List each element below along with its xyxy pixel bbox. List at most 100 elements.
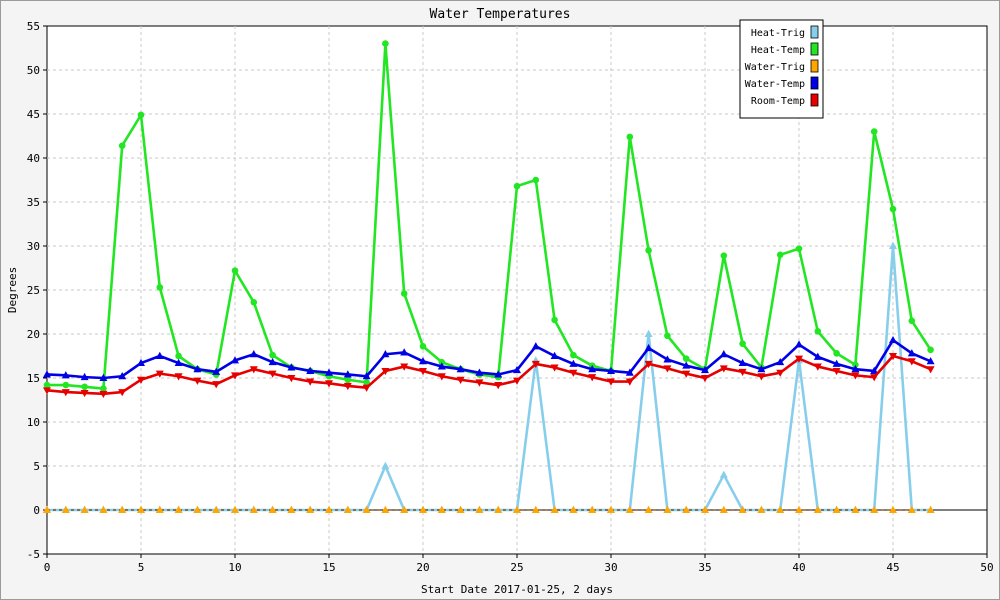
data-point: [719, 470, 728, 478]
data-point: [249, 366, 258, 374]
x-tick-label: 10: [228, 561, 241, 574]
data-point: [43, 381, 51, 389]
data-point: [663, 355, 672, 363]
y-tick-label: 45: [27, 108, 40, 121]
y-tick-label: 10: [27, 416, 40, 429]
data-point: [193, 365, 202, 373]
y-tick-label: 35: [27, 196, 40, 209]
data-point: [268, 357, 277, 366]
y-tick-label: 40: [27, 152, 40, 165]
series-line: [47, 244, 931, 512]
data-point: [249, 350, 258, 358]
data-point: [569, 505, 578, 513]
x-axis-label: Start Date 2017-01-25, 2 days: [421, 583, 613, 596]
data-point: [870, 505, 879, 513]
data-point: [889, 205, 897, 213]
data-point: [419, 505, 427, 513]
series-water-temp: [43, 335, 935, 381]
data-point: [531, 342, 540, 350]
series-water-trig: [43, 505, 935, 513]
data-point: [438, 358, 446, 366]
data-point: [175, 352, 182, 360]
data-point: [155, 351, 164, 359]
data-point: [926, 366, 935, 374]
data-point: [607, 505, 615, 513]
data-point: [851, 372, 860, 380]
data-point: [776, 369, 785, 377]
data-point: [889, 335, 897, 344]
data-point: [550, 505, 559, 513]
chart-title: Water Temperatures: [430, 7, 571, 22]
x-tick-label: 30: [604, 561, 617, 574]
data-point: [644, 360, 653, 369]
data-point: [644, 343, 653, 352]
data-point: [99, 373, 108, 381]
y-tick-label: 15: [27, 372, 40, 385]
data-point: [513, 505, 521, 513]
data-point: [719, 365, 728, 373]
data-point: [174, 358, 183, 367]
legend-label: Water-Trig: [745, 62, 805, 73]
data-point: [701, 365, 709, 374]
data-point: [118, 389, 127, 397]
data-point: [212, 381, 221, 389]
data-point: [400, 363, 409, 371]
data-point: [287, 363, 296, 371]
data-point: [776, 357, 785, 366]
data-point: [908, 317, 916, 325]
data-point: [625, 368, 634, 376]
series-line: [46, 338, 932, 380]
data-point: [870, 128, 878, 135]
data-point: [588, 365, 597, 373]
data-point: [607, 378, 615, 386]
data-point: [738, 368, 747, 377]
data-point: [719, 350, 728, 358]
data-point: [757, 373, 766, 381]
data-point: [832, 505, 841, 513]
data-point: [118, 142, 126, 149]
data-point: [61, 389, 70, 397]
y-tick-label: 55: [27, 20, 40, 33]
data-point: [813, 505, 822, 513]
data-point: [532, 176, 540, 184]
y-tick-label: 25: [27, 284, 40, 297]
data-point: [287, 375, 296, 383]
data-point: [456, 376, 465, 384]
data-point: [644, 505, 653, 513]
data-point: [682, 355, 690, 362]
data-point: [43, 370, 51, 378]
data-point: [907, 358, 916, 366]
x-tick-label: 45: [886, 561, 899, 574]
data-point: [80, 372, 89, 381]
data-point: [926, 357, 935, 365]
y-axis-ticks: -5 0 5 10 15 20 25 30 35 40 45 50 55: [27, 20, 47, 561]
data-point: [813, 352, 822, 360]
data-point: [832, 359, 841, 367]
data-point: [795, 355, 803, 363]
data-point: [137, 376, 145, 384]
data-point: [814, 328, 822, 335]
data-point: [682, 505, 691, 513]
data-point: [61, 371, 70, 379]
data-point: [43, 387, 51, 395]
data-point: [757, 365, 766, 373]
data-point: [513, 365, 521, 374]
x-tick-label: 25: [510, 561, 523, 574]
data-point: [306, 366, 315, 374]
data-point: [437, 505, 446, 513]
data-point: [832, 367, 841, 376]
x-tick-label: 20: [416, 561, 429, 574]
data-point: [926, 505, 935, 513]
legend-swatch: [810, 93, 819, 107]
data-point: [795, 340, 803, 348]
data-point: [720, 252, 728, 259]
data-point: [419, 357, 427, 365]
x-tick-label: 15: [322, 561, 335, 574]
legend-swatch: [810, 42, 819, 56]
data-point: [362, 372, 371, 380]
data-point: [268, 505, 277, 513]
data-point: [381, 367, 390, 376]
legend-swatch: [810, 25, 819, 39]
data-point: [607, 366, 615, 374]
